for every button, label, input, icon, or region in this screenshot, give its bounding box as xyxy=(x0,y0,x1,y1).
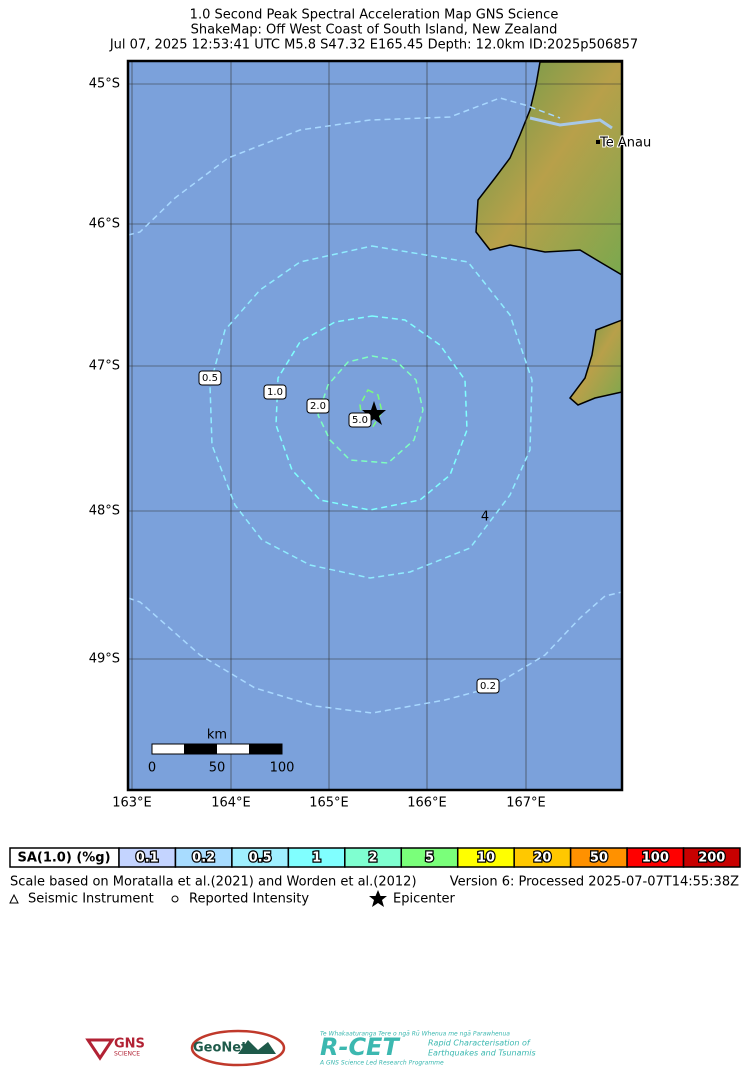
legend-symbol: Reported Intensity xyxy=(189,892,309,907)
epicenter-icon xyxy=(369,890,387,907)
logo-text: GeoNet xyxy=(193,1041,247,1056)
lon-label: 167°E xyxy=(506,796,546,811)
legend-cell xyxy=(682,847,741,868)
logo-text: A GNS Science Led Research Programme xyxy=(319,1060,444,1067)
legend-cell-label: 0.5 xyxy=(249,851,272,866)
contour-label-box xyxy=(348,412,372,428)
legend-cell-label: 100 xyxy=(642,851,669,866)
lon-label: 165°E xyxy=(309,796,349,811)
title: 1.0 Second Peak Spectral Acceleration Ma… xyxy=(190,8,559,23)
version: Version 6: Processed 2025-07-07T14:55:38… xyxy=(450,875,739,890)
logo-text: Rapid Characterisation of xyxy=(428,1039,531,1048)
contour xyxy=(317,355,424,464)
logo-text: Te Whakaaturanga Tere o ngā Rū Whenua me… xyxy=(320,1031,510,1038)
lake xyxy=(529,116,613,130)
contour xyxy=(128,97,561,236)
logo-text: GNS xyxy=(114,1037,145,1052)
legend-symbol: Epicenter xyxy=(393,892,456,907)
contour-label: 2.0 xyxy=(310,401,326,412)
contour xyxy=(359,389,383,430)
scale-tick: 100 xyxy=(270,761,295,776)
logo-text: Earthquakes and Tsunamis xyxy=(428,1049,536,1058)
axis-labels: 45°S 46°S 47°S 48°S 49°S 163°E 164°E 165°E 166°E… xyxy=(89,77,546,811)
logos: GNS SCIENCE GeoNet Te Whakaaturanga Tere… xyxy=(85,1029,536,1067)
contour-label-box xyxy=(476,678,500,694)
legend-title: SA(1.0) (%g) xyxy=(17,851,110,866)
legend-bar: SA(1.0) (%g) 0.1 0.2 0.5 1 2 5 10 20 50 100 200 xyxy=(9,847,741,868)
lon-label: 166°E xyxy=(407,796,447,811)
contour xyxy=(275,315,468,511)
symbol: 4 xyxy=(481,510,489,525)
lon-label: 164°E xyxy=(211,796,251,811)
legend-cell-label: 0.1 xyxy=(136,851,159,866)
legend-note: Scale based on Moratalla et al.(2021) an… xyxy=(10,875,417,890)
land xyxy=(568,319,622,406)
contour-label-box xyxy=(198,370,222,386)
contour-label-box xyxy=(263,384,287,400)
place-marker xyxy=(596,140,600,144)
place-label: Te Anau xyxy=(599,136,651,151)
legend-cell-label: 50 xyxy=(590,851,608,866)
legend-cell-label: 1 xyxy=(312,851,321,866)
scale-tick: 0 xyxy=(148,761,156,776)
legend-cell-label: 2 xyxy=(369,851,378,866)
lon-label: 163°E xyxy=(112,796,152,811)
legend-symbol: Seismic Instrument xyxy=(28,892,154,907)
intensity-icon xyxy=(171,895,179,903)
lat-label: 49°S xyxy=(89,652,120,667)
lat-label: 46°S xyxy=(89,217,120,232)
lat-label: 47°S xyxy=(89,359,120,374)
grid xyxy=(128,61,622,790)
contour-label: 0.2 xyxy=(480,681,496,692)
logo-text: SCIENCE xyxy=(114,1051,140,1058)
contour-label: 1.0 xyxy=(267,387,283,398)
contour xyxy=(209,245,533,579)
map-frame xyxy=(126,59,624,792)
land xyxy=(475,61,622,276)
scale-bar: km 0 50 100 xyxy=(148,728,295,776)
contour-label: 5.0 xyxy=(352,415,368,426)
legend-cell-label: 20 xyxy=(533,851,551,866)
lat-label: 45°S xyxy=(89,77,120,92)
contour xyxy=(128,591,622,714)
contour-label: 0.5 xyxy=(202,373,218,384)
scale-tick: 50 xyxy=(209,761,226,776)
subtitle: ShakeMap: Off West Coast of South Island… xyxy=(191,23,558,38)
legend-cell-label: 200 xyxy=(698,851,725,866)
instrument-icon xyxy=(9,893,19,904)
legend-cell-label: 10 xyxy=(477,851,495,866)
map-layers: 4 xyxy=(128,61,622,790)
legend-cell-label: 0.2 xyxy=(192,851,215,866)
contour-labels: 0.5 1.0 2.0 5.0 0.2 xyxy=(198,370,500,694)
logo-text: R-CET xyxy=(320,1033,400,1061)
scale-unit: km xyxy=(207,728,227,743)
event-info: Jul 07, 2025 12:53:41 UTC M5.8 S47.32 E1… xyxy=(109,38,638,53)
contour-label-box xyxy=(306,398,330,414)
legend-cell-label: 5 xyxy=(425,851,434,866)
lat-label: 48°S xyxy=(89,504,120,519)
